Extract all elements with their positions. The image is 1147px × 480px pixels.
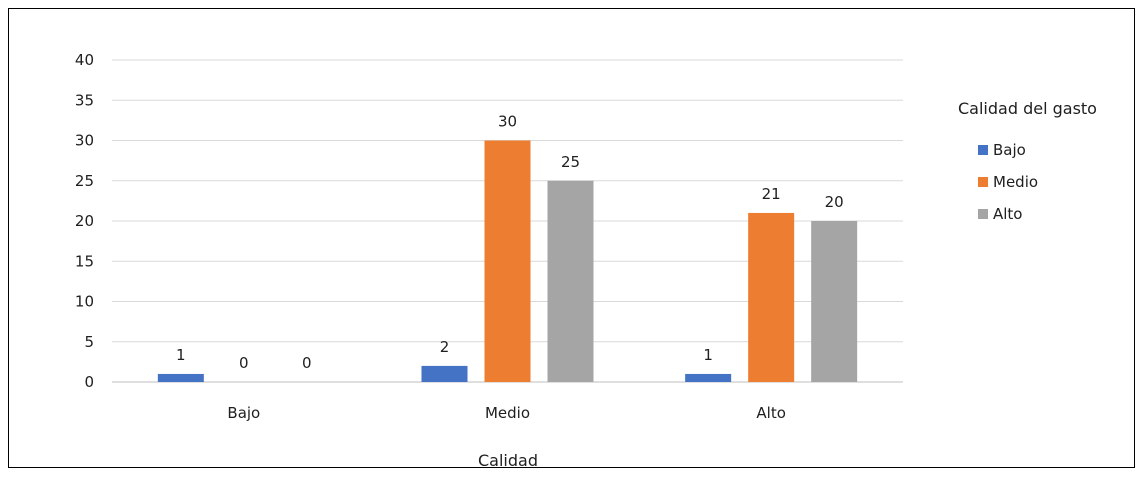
data-label: 2 [440, 338, 450, 356]
legend-swatch-medio [978, 177, 988, 187]
bar-alto-alto [811, 221, 858, 382]
data-label: 25 [561, 153, 580, 171]
legend-label: Alto [993, 205, 1023, 223]
legend-swatch-bajo [978, 145, 988, 155]
y-tick-label: 35 [75, 91, 94, 109]
legend-swatch-alto [978, 209, 988, 219]
y-tick-label: 40 [75, 51, 94, 69]
y-tick-label: 20 [75, 212, 94, 230]
y-tick-label: 25 [75, 172, 94, 190]
data-labels: 1 0 0 2 30 25 1 21 20 [176, 113, 844, 373]
y-tick-label: 10 [75, 293, 94, 311]
x-tick-label: Alto [756, 404, 786, 422]
legend: Calidad del gasto Bajo Medio Alto [958, 99, 1097, 223]
y-tick-label: 30 [75, 132, 94, 150]
data-label: 0 [302, 354, 312, 372]
bars [157, 140, 858, 382]
y-tick-label: 5 [84, 333, 94, 351]
x-axis-title: Calidad [478, 451, 538, 470]
legend-label: Medio [993, 173, 1038, 191]
bar-bajo-bajo [157, 373, 204, 382]
data-label: 20 [825, 193, 844, 211]
bar-medio-alto [748, 212, 795, 382]
data-label: 21 [762, 185, 781, 203]
legend-label: Bajo [993, 141, 1026, 159]
bar-medio-medio [484, 140, 531, 382]
data-label: 1 [176, 346, 186, 364]
bar-alto-medio [547, 180, 594, 382]
x-axis-tick-labels: Bajo Medio Alto [227, 404, 785, 422]
y-tick-label: 0 [84, 373, 94, 391]
legend-title: Calidad del gasto [958, 99, 1097, 118]
y-tick-label: 15 [75, 252, 94, 270]
y-axis-tick-labels: 0 5 10 15 20 25 30 35 40 [75, 51, 94, 391]
data-label: 30 [498, 113, 517, 131]
data-label: 0 [239, 354, 249, 372]
data-label: 1 [703, 346, 713, 364]
bar-bajo-alto [685, 373, 732, 382]
x-tick-label: Bajo [227, 404, 260, 422]
x-tick-label: Medio [485, 404, 530, 422]
bar-bajo-medio [421, 365, 468, 382]
